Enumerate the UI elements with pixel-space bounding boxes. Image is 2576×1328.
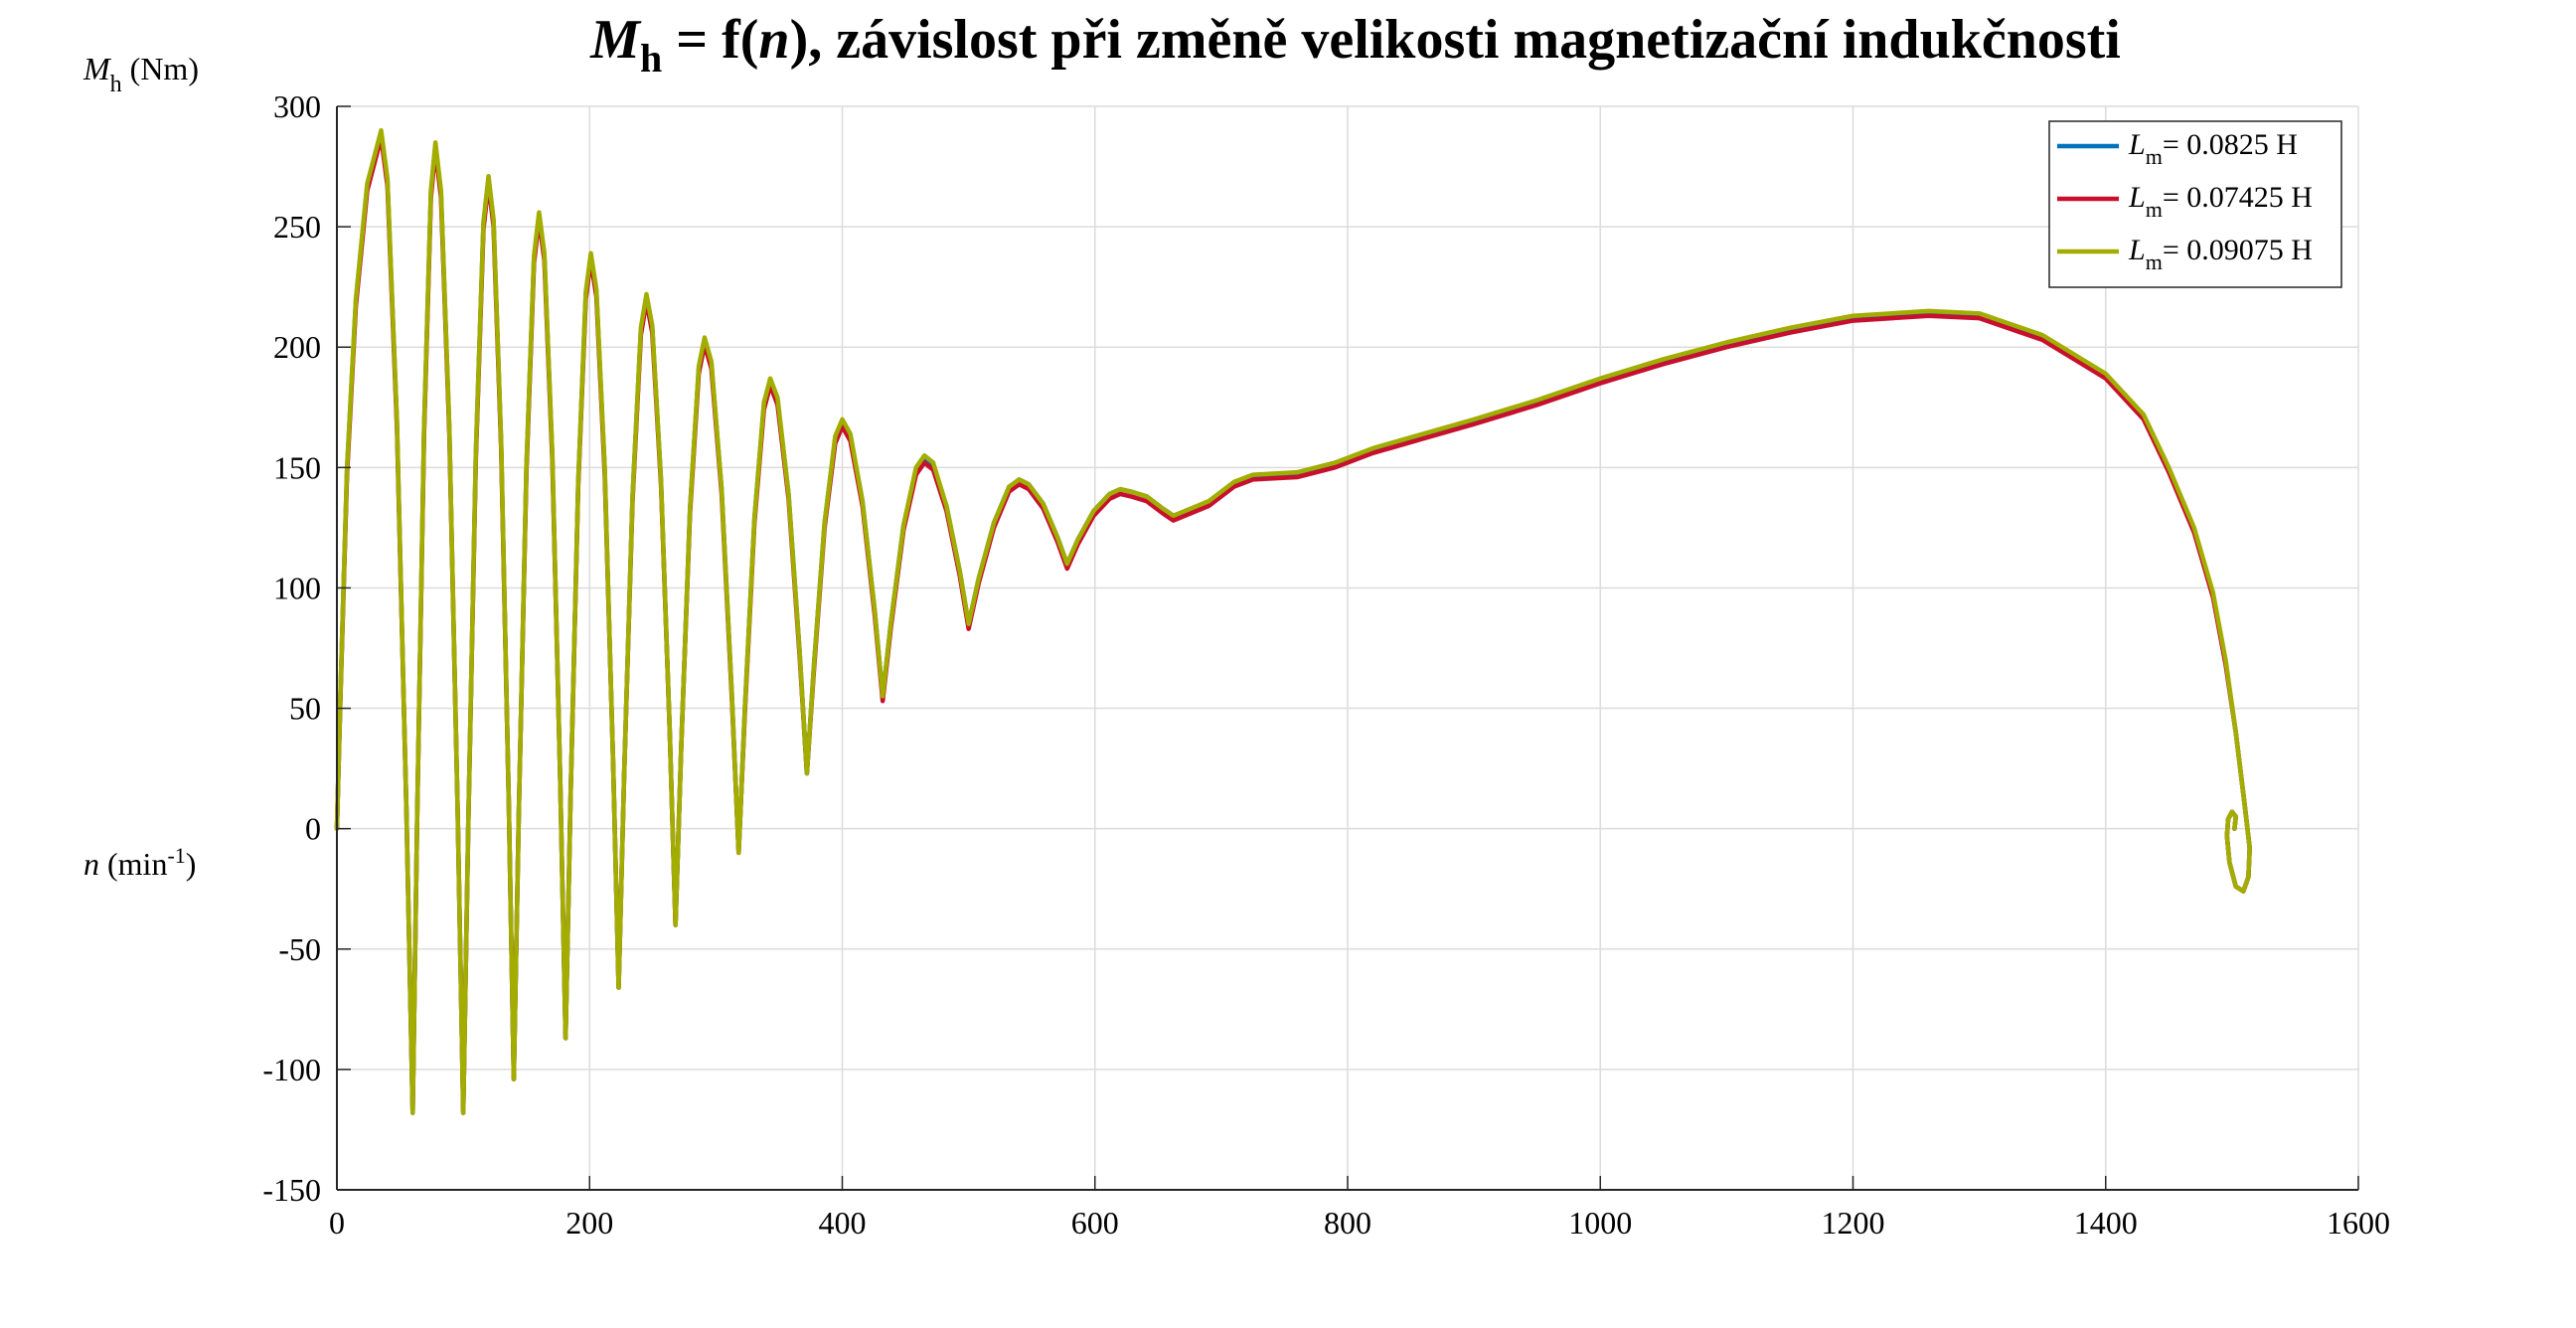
y-tick-label: -100 — [262, 1052, 321, 1087]
x-label-superscript: -1 — [167, 843, 185, 868]
y-axis-label: Mh (Nm) — [82, 51, 199, 97]
plot-lines — [334, 127, 2252, 1115]
y-tick-label: -150 — [262, 1172, 321, 1208]
y-tick-label: 250 — [273, 209, 321, 245]
legend-text: = 0.0825 H — [2163, 128, 2298, 161]
y-label-subscript: h — [110, 72, 122, 97]
x-label-symbol: n — [83, 846, 99, 882]
y-tick-label: 100 — [273, 570, 321, 605]
title-subscript: h — [640, 36, 662, 81]
axes: -150 -100 -50 0 50 100 150 200 250 300 0 200 400 600 8… — [262, 88, 2390, 1241]
y-tick-label: 150 — [273, 449, 321, 485]
legend-label: Lm= 0.0825 H — [2128, 128, 2298, 169]
legend-symbol: L — [2128, 234, 2146, 266]
x-tick-label: 600 — [1071, 1205, 1119, 1241]
x-tick-label: 200 — [565, 1205, 613, 1241]
x-label-unit: (min — [99, 846, 167, 882]
legend-text: = 0.09075 H — [2163, 234, 2313, 266]
title-symbol: M — [589, 9, 642, 71]
x-tick-label: 1200 — [1822, 1205, 1885, 1241]
legend-subscript: m — [2146, 144, 2163, 169]
x-tick-label: 400 — [819, 1205, 867, 1241]
y-tick-label: -50 — [278, 931, 321, 967]
x-axis-label: n (min-1) — [83, 843, 196, 882]
y-tick-label: 300 — [273, 88, 321, 124]
y-tick-label: 50 — [289, 691, 321, 727]
title-variable: n — [758, 9, 789, 71]
y-tick-label: 0 — [305, 811, 321, 847]
title-text: ), závislost při změně velikosti magneti… — [790, 9, 2121, 71]
legend-label: Lm= 0.09075 H — [2128, 234, 2313, 274]
legend: Lm= 0.0825 HLm= 0.07425 HLm= 0.09075 H — [2048, 120, 2342, 288]
y-label-unit: (Nm) — [122, 51, 199, 86]
legend-subscript: m — [2146, 249, 2163, 274]
data-line — [334, 127, 2252, 1115]
y-tick-label: 200 — [273, 329, 321, 365]
legend-symbol: L — [2128, 181, 2146, 214]
x-label-unit: ) — [186, 846, 197, 882]
x-tick-label: 1600 — [2327, 1205, 2390, 1241]
legend-label: Lm= 0.07425 H — [2128, 181, 2313, 222]
x-tick-label: 0 — [329, 1205, 345, 1241]
legend-text: = 0.07425 H — [2163, 181, 2313, 214]
title-text: = f( — [662, 9, 758, 71]
legend-symbol: L — [2128, 128, 2146, 161]
x-tick-label: 800 — [1324, 1205, 1371, 1241]
legend-subscript: m — [2146, 197, 2163, 222]
legend-box — [2048, 120, 2342, 288]
x-tick-label: 1000 — [1568, 1205, 1632, 1241]
chart-title: Mh = f(n), závislost při změně velikosti… — [589, 9, 2121, 81]
y-label-symbol: M — [82, 51, 112, 86]
x-tick-label: 1400 — [2074, 1205, 2138, 1241]
